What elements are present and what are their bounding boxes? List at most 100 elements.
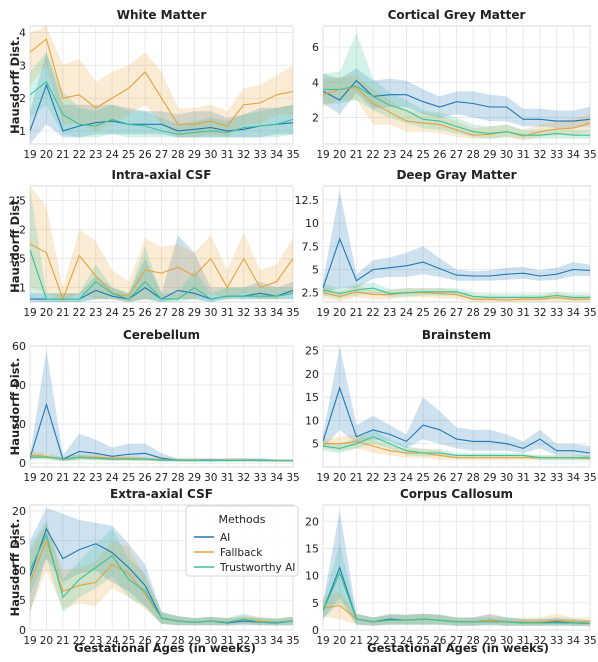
line-fallback: [30, 38, 293, 127]
y-tick-label: 20: [305, 368, 319, 381]
x-tick-label: 24: [106, 307, 120, 319]
y-tick-label: 10: [305, 414, 319, 427]
line-trustworthy-ai: [30, 533, 293, 623]
panel-title: White Matter: [117, 8, 207, 22]
x-tick-label: 22: [366, 472, 379, 484]
x-tick-label: 32: [237, 149, 250, 161]
x-tick-label: 30: [500, 472, 513, 484]
x-tick-label: 33: [550, 635, 563, 647]
band-ai: [323, 68, 590, 129]
x-tick-label: 26: [138, 472, 152, 484]
x-tick-label: 32: [533, 472, 546, 484]
y-tick-label: 2: [19, 92, 26, 105]
x-tick-label: 32: [533, 635, 546, 647]
x-tick-label: 33: [550, 307, 563, 319]
x-tick-label: 35: [286, 635, 299, 647]
x-tick-label: 27: [450, 472, 463, 484]
band-fallback: [30, 26, 293, 138]
x-tick-label: 33: [550, 472, 563, 484]
x-tick-label: 22: [366, 149, 379, 161]
x-tick-label: 27: [155, 472, 168, 484]
y-tick-label: 1: [19, 282, 26, 295]
x-tick-label: 24: [400, 307, 414, 319]
panel-title: Brainstem: [422, 328, 491, 342]
x-tick-label: 28: [171, 472, 184, 484]
y-tick-label: 6: [312, 41, 319, 54]
x-tick-label: 27: [450, 635, 463, 647]
x-tick-label: 34: [270, 635, 284, 647]
panel-title: Intra-axial CSF: [112, 168, 212, 182]
x-axis-label-left: Gestational Ages (in weeks): [74, 641, 256, 655]
x-tick-label: 21: [350, 472, 363, 484]
y-tick-label: 20: [12, 505, 26, 518]
x-tick-label: 20: [333, 635, 346, 647]
x-tick-label: 29: [188, 635, 201, 647]
band-ai: [30, 349, 293, 462]
line-trustworthy-ai: [30, 80, 293, 135]
x-tick-label: 27: [155, 149, 168, 161]
x-tick-label: 32: [237, 635, 250, 647]
x-tick-label: 21: [350, 307, 363, 319]
x-tick-label: 28: [171, 149, 184, 161]
x-tick-label: 25: [416, 149, 429, 161]
y-tick-label: 4: [19, 27, 26, 40]
line-ai: [323, 79, 590, 122]
band-fallback: [323, 434, 590, 461]
band-ai: [30, 52, 293, 144]
x-tick-label: 34: [270, 149, 284, 161]
x-tick-label: 26: [138, 149, 152, 161]
legend-entries: AI Fallback Trustworthy AI: [194, 532, 295, 574]
x-tick-label: 31: [517, 472, 530, 484]
band-trustworthy-ai: [30, 188, 293, 302]
x-tick-label: 29: [483, 635, 496, 647]
x-tick-label: 25: [416, 635, 429, 647]
x-tick-label: 35: [583, 635, 596, 647]
y-tick-label: 20: [12, 418, 26, 431]
x-tick-label: 28: [171, 635, 184, 647]
x-tick-label: 35: [583, 307, 596, 319]
x-tick-label: 30: [204, 307, 217, 319]
x-tick-label: 32: [533, 149, 546, 161]
x-tick-label: 34: [270, 307, 284, 319]
y-tick-label: 3: [19, 59, 26, 72]
line-fallback: [30, 243, 293, 301]
x-tick-label: 30: [500, 149, 513, 161]
x-tick-label: 27: [155, 635, 168, 647]
panel-title: Corpus Callosum: [400, 487, 513, 501]
x-tick-label: 29: [483, 149, 496, 161]
panel-title: Extra-axial CSF: [110, 487, 213, 501]
legend-label-trustworthy-ai: Trustworthy AI: [219, 562, 295, 574]
x-tick-label: 21: [56, 635, 69, 647]
y-axis-label: Hausdorff Dist.: [8, 519, 22, 617]
x-tick-label: 34: [567, 635, 581, 647]
x-tick-label: 23: [383, 635, 396, 647]
x-tick-label: 20: [40, 307, 53, 319]
panel-title: Deep Gray Matter: [396, 168, 516, 182]
y-tick-label: 0: [19, 457, 26, 470]
series-group: [323, 190, 590, 302]
series-group: [30, 26, 293, 144]
x-tick-label: 23: [89, 149, 102, 161]
x-tick-label: 25: [416, 307, 429, 319]
x-tick-label: 32: [533, 307, 546, 319]
x-tick-label: 31: [221, 149, 234, 161]
x-axis-label-right: Gestational Ages (in weeks): [367, 641, 549, 655]
x-tick-label: 26: [433, 472, 447, 484]
x-tick-label: 30: [204, 149, 217, 161]
legend-box: [185, 505, 299, 577]
x-tick-label: 20: [40, 472, 53, 484]
x-tick-label: 24: [400, 472, 414, 484]
y-tick-label: 1: [19, 125, 26, 138]
x-tick-label: 20: [333, 307, 346, 319]
x-tick-label: 20: [40, 635, 53, 647]
y-tick-label: 20: [305, 515, 319, 528]
band-fallback: [30, 451, 293, 462]
x-tick-label: 25: [122, 149, 135, 161]
x-tick-label: 35: [583, 472, 596, 484]
x-tick-label: 29: [188, 472, 201, 484]
x-tick-label: 22: [366, 635, 379, 647]
